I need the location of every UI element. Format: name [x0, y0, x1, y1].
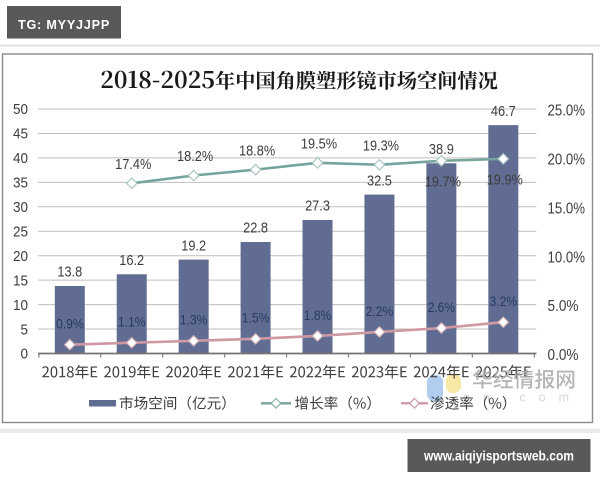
svg-text:30: 30	[13, 199, 28, 216]
svg-text:40: 40	[13, 150, 28, 167]
svg-text:www.aiqiyisportsweb.com: www.aiqiyisportsweb.com	[423, 449, 574, 464]
svg-text:46.7: 46.7	[491, 104, 516, 120]
svg-text:16.2: 16.2	[119, 253, 144, 269]
svg-text:0.9%: 0.9%	[56, 316, 84, 332]
svg-text:1.3%: 1.3%	[180, 312, 208, 328]
svg-text:19.2: 19.2	[181, 238, 206, 254]
svg-text:27.3: 27.3	[305, 199, 330, 215]
svg-text:20: 20	[13, 248, 28, 265]
svg-text:18.8%: 18.8%	[239, 143, 275, 159]
svg-text:19.5%: 19.5%	[301, 136, 337, 152]
svg-text:5.0%: 5.0%	[548, 298, 579, 315]
svg-text:TG: MYYJJPP: TG: MYYJJPP	[18, 18, 110, 32]
svg-text:35: 35	[13, 175, 28, 192]
svg-text:15.0%: 15.0%	[548, 200, 586, 217]
svg-text:22.8: 22.8	[243, 221, 268, 237]
svg-text:45: 45	[13, 126, 28, 143]
svg-text:0.0%: 0.0%	[548, 347, 579, 364]
svg-text:1.1%: 1.1%	[118, 314, 146, 330]
svg-text:17.4%: 17.4%	[115, 157, 151, 173]
svg-text:3.2%: 3.2%	[490, 293, 518, 309]
svg-text:18.2%: 18.2%	[177, 149, 213, 165]
svg-text:20.0%: 20.0%	[548, 152, 586, 169]
svg-text:15: 15	[13, 272, 28, 289]
svg-text:on.com: on.com	[463, 391, 582, 405]
svg-text:1.5%: 1.5%	[242, 310, 270, 326]
svg-text:10: 10	[13, 297, 28, 314]
svg-text:0: 0	[21, 346, 29, 363]
svg-text:2.2%: 2.2%	[366, 303, 394, 319]
svg-text:19.7%: 19.7%	[425, 175, 461, 191]
svg-text:13.8: 13.8	[57, 265, 82, 281]
svg-text:32.5: 32.5	[367, 173, 392, 189]
svg-text:19.9%: 19.9%	[487, 173, 523, 189]
svg-text:19.3%: 19.3%	[363, 138, 399, 154]
svg-text:5: 5	[21, 321, 29, 338]
svg-text:25.0%: 25.0%	[548, 103, 586, 120]
svg-text:10.0%: 10.0%	[548, 249, 586, 266]
svg-text:50: 50	[13, 101, 28, 118]
svg-text:1.8%: 1.8%	[304, 307, 332, 323]
svg-text:38.9: 38.9	[429, 142, 454, 158]
svg-text:2.6%: 2.6%	[428, 299, 456, 315]
svg-text:25: 25	[13, 223, 28, 240]
